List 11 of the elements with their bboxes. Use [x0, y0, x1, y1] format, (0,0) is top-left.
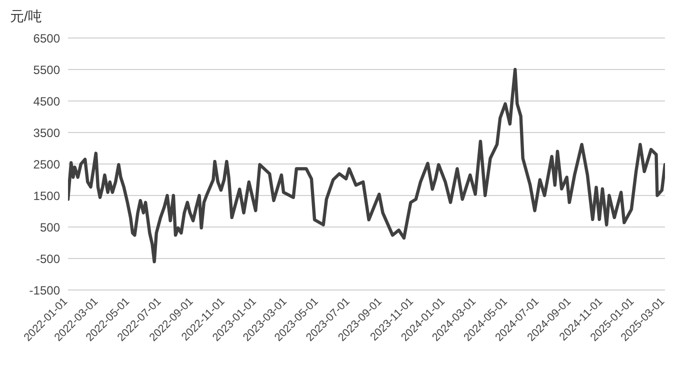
y-tick-label: 1500	[33, 188, 60, 203]
y-tick-label: 4500	[33, 94, 60, 108]
y-tick-label: 6500	[33, 31, 60, 46]
y-tick-label: 3500	[33, 126, 60, 140]
y-axis-title: 元/吨	[9, 8, 43, 26]
y-tick-label: 2500	[33, 157, 60, 172]
y-tick-label: -1500	[29, 283, 60, 298]
line-series	[68, 68, 665, 264]
y-tick-label: -500	[36, 252, 60, 266]
y-tick-label: 5500	[33, 62, 60, 77]
y-tick-label: 500	[40, 220, 60, 234]
